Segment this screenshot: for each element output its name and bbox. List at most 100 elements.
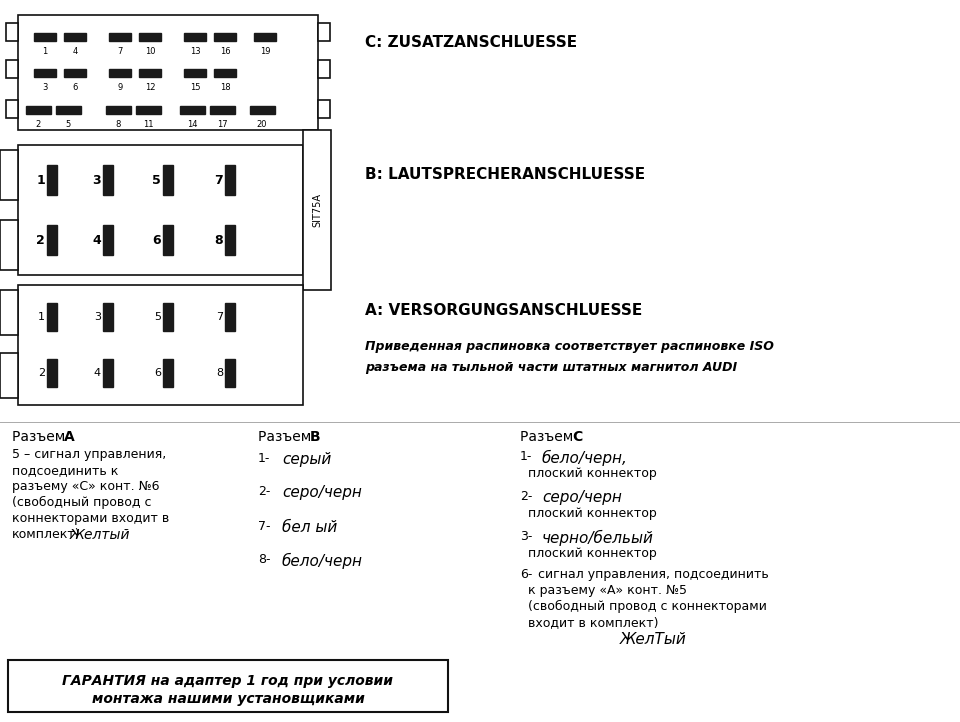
Text: 11: 11 — [143, 120, 154, 129]
Text: 7: 7 — [117, 47, 123, 56]
Text: Приведенная распиновка соответствует распиновке ISO: Приведенная распиновка соответствует рас… — [365, 340, 774, 353]
Text: 12: 12 — [145, 83, 156, 92]
Text: 6: 6 — [154, 368, 161, 378]
Bar — [163, 359, 173, 387]
Text: бел ый: бел ый — [282, 520, 337, 535]
Text: бело/черн: бело/черн — [282, 553, 363, 569]
Text: 3-: 3- — [520, 530, 533, 543]
Bar — [18, 285, 303, 405]
Text: C: ZUSATZANSCHLUESSE: C: ZUSATZANSCHLUESSE — [365, 35, 577, 50]
Text: 2-: 2- — [258, 485, 271, 498]
Text: 1: 1 — [36, 173, 45, 186]
Text: 5 – сигнал управления,: 5 – сигнал управления, — [12, 448, 166, 461]
Bar — [180, 106, 204, 114]
Text: А: А — [64, 430, 75, 444]
Text: ГАРАНТИЯ на адаптер 1 год при условии: ГАРАНТИЯ на адаптер 1 год при условии — [62, 674, 394, 688]
Text: 1: 1 — [38, 312, 45, 322]
Bar — [0, 353, 18, 398]
Bar — [254, 33, 276, 41]
Bar — [6, 60, 18, 78]
Bar — [47, 165, 57, 195]
Text: 1: 1 — [42, 47, 48, 56]
Text: 7-: 7- — [258, 520, 271, 533]
Text: 8: 8 — [115, 120, 121, 129]
Bar — [163, 165, 173, 195]
Text: 9: 9 — [117, 83, 123, 92]
Text: плоский коннектор: плоский коннектор — [528, 507, 657, 520]
Bar — [0, 290, 18, 335]
Text: (свободный провод с коннекторами: (свободный провод с коннекторами — [528, 600, 767, 613]
Bar — [318, 23, 330, 41]
Text: 6-: 6- — [520, 568, 533, 581]
Text: Разъем: Разъем — [258, 430, 316, 444]
Text: ЖелТый: ЖелТый — [620, 632, 686, 647]
Text: В: В — [310, 430, 321, 444]
Text: 3: 3 — [92, 173, 101, 186]
Text: 2: 2 — [37, 368, 45, 378]
Text: 1-: 1- — [520, 450, 533, 463]
Bar — [250, 106, 275, 114]
Bar — [163, 303, 173, 331]
Bar — [34, 33, 56, 41]
Bar — [139, 33, 161, 41]
Bar — [0, 150, 18, 200]
Text: сигнал управления, подсоединить: сигнал управления, подсоединить — [538, 568, 769, 581]
Bar — [64, 33, 86, 41]
Bar — [318, 60, 330, 78]
Text: С: С — [572, 430, 583, 444]
Text: разъему «С» конт. №6: разъему «С» конт. №6 — [12, 480, 159, 493]
Text: 19: 19 — [260, 47, 271, 56]
Text: 2: 2 — [36, 120, 40, 129]
Bar — [103, 165, 113, 195]
Text: 6: 6 — [72, 83, 78, 92]
Text: 4: 4 — [94, 368, 101, 378]
Bar — [225, 359, 235, 387]
Bar — [163, 225, 173, 255]
Bar — [225, 225, 235, 255]
Bar — [225, 165, 235, 195]
Text: 4: 4 — [92, 233, 101, 246]
Text: подсоединить к: подсоединить к — [12, 464, 118, 477]
Text: 15: 15 — [190, 83, 201, 92]
Text: (свободный провод с: (свободный провод с — [12, 496, 152, 509]
Text: черно/бельый: черно/бельый — [542, 530, 654, 546]
Text: 4: 4 — [72, 47, 78, 56]
Bar — [103, 303, 113, 331]
Bar — [8, 660, 448, 712]
Text: 20: 20 — [256, 120, 267, 129]
Bar — [139, 69, 161, 77]
Text: комплект): комплект) — [12, 528, 81, 541]
Bar — [103, 225, 113, 255]
Text: 2-: 2- — [520, 490, 533, 503]
Text: плоский коннектор: плоский коннектор — [528, 547, 657, 560]
Text: B: LAUTSPRECHERANSCHLUESSE: B: LAUTSPRECHERANSCHLUESSE — [365, 167, 645, 182]
Bar — [64, 69, 86, 77]
Bar — [18, 145, 303, 275]
Text: 5: 5 — [65, 120, 71, 129]
Bar — [6, 23, 18, 41]
Text: серо/черн: серо/черн — [282, 485, 362, 500]
Text: 7: 7 — [214, 173, 223, 186]
Text: 8: 8 — [216, 368, 223, 378]
Text: 1-: 1- — [258, 452, 271, 465]
Bar — [109, 33, 131, 41]
Bar — [303, 130, 331, 290]
Text: 16: 16 — [220, 47, 230, 56]
Bar — [47, 303, 57, 331]
Text: 8-: 8- — [258, 553, 271, 566]
Text: плоский коннектор: плоский коннектор — [528, 467, 657, 480]
Text: 14: 14 — [187, 120, 197, 129]
Text: SIT75A: SIT75A — [312, 193, 322, 227]
Text: коннекторами входит в: коннекторами входит в — [12, 512, 169, 525]
Text: 5: 5 — [153, 173, 161, 186]
Text: 18: 18 — [220, 83, 230, 92]
Bar — [18, 15, 318, 130]
Text: 7: 7 — [216, 312, 223, 322]
Text: серо/черн: серо/черн — [542, 490, 622, 505]
Text: входит в комплект): входит в комплект) — [528, 616, 659, 629]
Bar — [214, 69, 236, 77]
Text: Разъем: Разъем — [520, 430, 578, 444]
Bar — [103, 359, 113, 387]
Text: 17: 17 — [217, 120, 228, 129]
Text: 10: 10 — [145, 47, 156, 56]
